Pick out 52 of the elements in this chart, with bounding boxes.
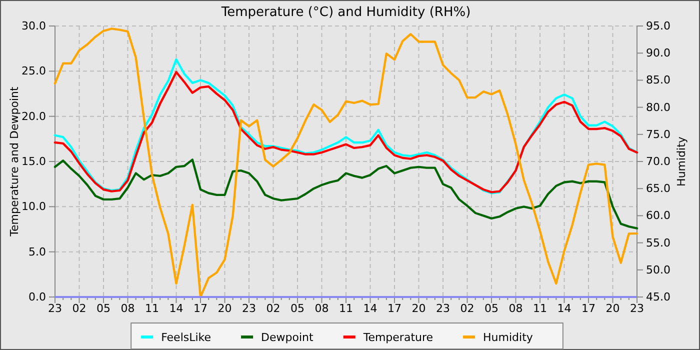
x-tick-label: 20 xyxy=(412,302,426,315)
x-tick-label: 08 xyxy=(120,302,135,315)
y-tick-label: 5.0 xyxy=(28,245,46,258)
y2-tick-label: 50.0 xyxy=(646,263,670,276)
y2-tick-label: 60.0 xyxy=(646,209,670,222)
x-tick-label: 02 xyxy=(72,302,86,315)
x-tick-label: 08 xyxy=(508,302,523,315)
x-tick-label: 08 xyxy=(314,302,329,315)
y-axis-title: Temperature and Dewpoint xyxy=(8,86,21,238)
y-tick-label: 25.0 xyxy=(22,64,46,78)
x-tick-label: 05 xyxy=(290,302,304,315)
x-tick-label: 23 xyxy=(48,302,62,315)
y-tick-label: 20.0 xyxy=(22,110,46,123)
x-tick-label: 17 xyxy=(388,302,402,315)
x-tick-label: 14 xyxy=(363,302,378,315)
y-tick-label: 15.0 xyxy=(22,155,46,168)
x-tick-label: 02 xyxy=(460,302,474,315)
y2-tick-label: 70.0 xyxy=(646,155,670,168)
y-tick-label: 0.0 xyxy=(28,290,46,304)
y2-tick-label: 75.0 xyxy=(646,128,670,141)
x-tick-label: 17 xyxy=(194,302,208,315)
y2-axis-title: Humidity xyxy=(675,136,688,186)
y2-tick-label: 95.0 xyxy=(646,20,670,33)
legend-label: Humidity xyxy=(483,331,534,344)
y2-tick-label: 90.0 xyxy=(646,46,670,60)
legend-label: Temperature xyxy=(362,331,434,344)
x-tick-label: 20 xyxy=(218,302,232,315)
x-tick-label: 23 xyxy=(436,302,450,315)
y2-tick-label: 45.0 xyxy=(646,290,670,304)
x-tick-label: 14 xyxy=(557,302,572,315)
x-tick-label: 23 xyxy=(242,302,256,315)
x-tick-label: 05 xyxy=(96,302,110,315)
x-tick-label: 20 xyxy=(606,302,620,315)
line-series xyxy=(54,28,638,298)
y2-tick-label: 65.0 xyxy=(646,182,670,196)
legend-label: Dewpoint xyxy=(261,331,314,344)
x-tick-label: 14 xyxy=(169,302,184,315)
chart-title: Temperature (°C) and Humidity (RH%) xyxy=(220,5,471,20)
y2-tick-label: 80.0 xyxy=(646,100,670,114)
x-tick-label: 23 xyxy=(630,302,644,315)
x-tick-label: 02 xyxy=(266,302,280,315)
x-tick-label: 11 xyxy=(339,302,353,315)
y-tick-label: 30.0 xyxy=(22,20,46,33)
x-tick-label: 17 xyxy=(582,302,596,315)
x-tick-label: 05 xyxy=(484,302,498,315)
legend-label: FeelsLike xyxy=(161,331,212,344)
line-series xyxy=(54,158,638,230)
y2-tick-label: 85.0 xyxy=(646,74,670,87)
y2-tick-label: 55.0 xyxy=(646,236,670,250)
x-tick-label: 11 xyxy=(533,302,547,315)
x-tick-label: 11 xyxy=(145,302,159,315)
y-tick-label: 10.0 xyxy=(22,200,46,214)
